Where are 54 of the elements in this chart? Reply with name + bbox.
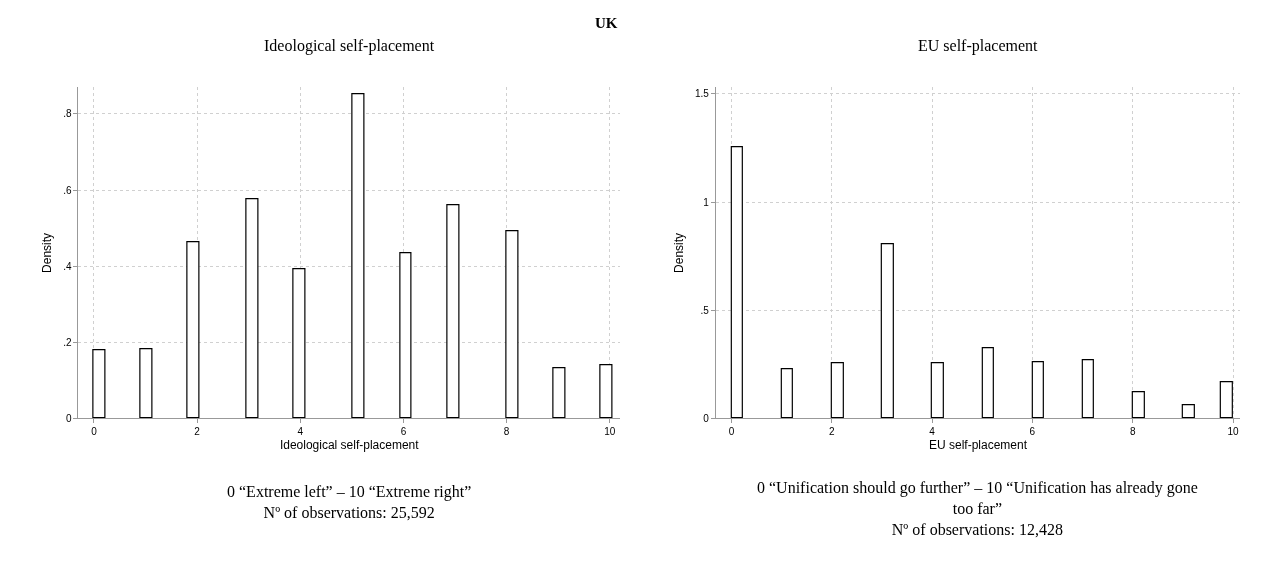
bar	[446, 204, 460, 419]
x-tick-label: 10	[604, 426, 616, 438]
text: Nº of observations: 12,428	[891, 520, 1063, 538]
x-tick-label: 8	[1129, 426, 1136, 438]
y-tick-label: .6	[63, 184, 72, 196]
x-tick-label: 0	[728, 426, 735, 438]
bar	[730, 146, 743, 419]
bar	[186, 241, 200, 419]
bar	[599, 364, 613, 419]
x-tick-label: 2	[194, 426, 201, 438]
text: 0 “Unification should go further” – 10 “Unification has already gone too far”	[757, 479, 1198, 517]
bar	[1081, 359, 1094, 419]
y-tick-label: .8	[63, 108, 72, 120]
bar	[880, 243, 894, 419]
x-tick-label: 6	[400, 426, 407, 438]
chart-title: UK	[595, 15, 618, 31]
y-tick-label: 1	[703, 196, 710, 208]
bar	[245, 198, 259, 419]
chart-subtitle: Ideological self-placement	[264, 37, 435, 55]
y-tick-label: .4	[63, 260, 72, 272]
bar	[139, 348, 153, 419]
bar	[351, 93, 365, 419]
bar	[399, 252, 412, 419]
x-tick-label: 4	[929, 426, 936, 438]
x-tick-label: 0	[91, 426, 98, 438]
bar	[292, 268, 306, 419]
y-tick-label: 0	[703, 412, 710, 424]
text: 0 “Extreme left” – 10 “Extreme right”	[227, 483, 472, 501]
chart-subtitle: EU self-placement	[918, 37, 1039, 55]
x-tick-label: 4	[297, 426, 304, 438]
x-tick-label: 2	[828, 426, 835, 438]
y-tick-label: 0	[65, 412, 72, 424]
bar	[552, 367, 566, 419]
bar	[981, 347, 994, 419]
x-axis-title: EU self-placement	[928, 438, 1028, 453]
bar	[780, 368, 793, 419]
y-tick-label: .5	[700, 304, 710, 316]
x-tick-label: 10	[1227, 426, 1240, 438]
x-tick-label: 8	[503, 426, 510, 438]
bar	[1219, 381, 1233, 419]
bar	[930, 362, 944, 419]
bar	[1131, 391, 1145, 419]
bar	[1181, 404, 1195, 419]
bar	[505, 230, 519, 419]
x-tick-label: 6	[1029, 426, 1036, 438]
y-axis-title: Density	[672, 232, 687, 273]
x-axis-title: Ideological self-placement	[279, 438, 420, 453]
y-axis-title: Density	[40, 232, 55, 273]
bar	[1031, 361, 1044, 419]
y-tick-label: 1.5	[695, 88, 710, 100]
text: Nº of observations: 25,592	[263, 503, 435, 521]
y-tick-label: .2	[63, 336, 72, 348]
bar	[830, 362, 844, 419]
bar	[92, 349, 106, 419]
